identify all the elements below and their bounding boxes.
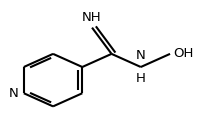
Text: N: N <box>136 49 146 62</box>
Text: OH: OH <box>174 47 194 60</box>
Text: N: N <box>9 87 19 100</box>
Text: H: H <box>136 72 146 85</box>
Text: NH: NH <box>82 11 102 24</box>
